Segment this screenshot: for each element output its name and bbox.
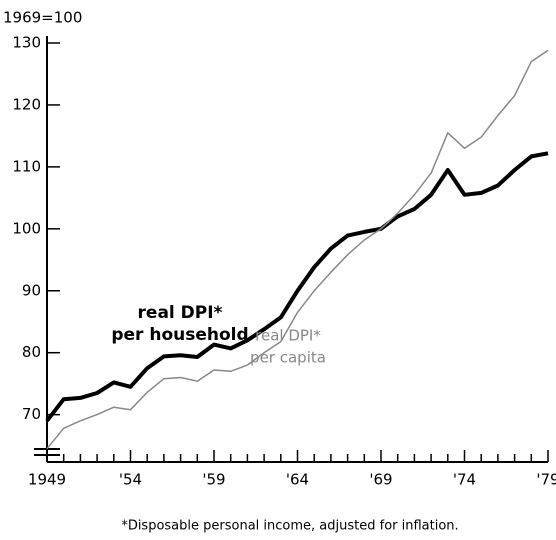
series-line <box>46 49 549 450</box>
x-tick-label: '74 <box>453 471 476 489</box>
y-tick-label: 120 <box>12 95 41 113</box>
x-tick-label: '79 <box>536 471 556 489</box>
series-label: real DPI* <box>138 303 223 323</box>
x-tick-label: '59 <box>202 471 225 489</box>
series-label: per capita <box>250 349 326 367</box>
y-tick-label: 100 <box>12 219 41 237</box>
y-axis-unit: 1969=100 <box>3 9 82 27</box>
y-tick-label: 90 <box>22 281 41 299</box>
y-tick-label: 70 <box>22 405 41 423</box>
x-tick-label: 1949 <box>28 471 66 489</box>
series-label: per household <box>111 325 248 345</box>
x-tick-label: '54 <box>119 471 142 489</box>
y-tick-label: 110 <box>12 157 41 175</box>
footnote: *Disposable personal income, adjusted fo… <box>121 519 458 534</box>
x-tick-label: '69 <box>369 471 392 489</box>
x-tick-label: '64 <box>286 471 309 489</box>
series-line <box>45 151 549 423</box>
series-label: real DPI* <box>255 327 321 345</box>
y-tick-label: 80 <box>22 343 41 361</box>
y-tick-label: 130 <box>12 34 41 52</box>
